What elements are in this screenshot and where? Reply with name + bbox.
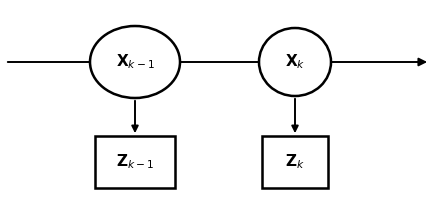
Text: $\mathbf{Z}_{k-1}$: $\mathbf{Z}_{k-1}$ — [116, 153, 154, 171]
Text: $\mathbf{X}_{k-1}$: $\mathbf{X}_{k-1}$ — [115, 53, 155, 71]
Ellipse shape — [90, 26, 180, 98]
FancyBboxPatch shape — [95, 136, 175, 188]
Text: $\mathbf{Z}_{k}$: $\mathbf{Z}_{k}$ — [285, 153, 305, 171]
Text: $\mathbf{X}_{k}$: $\mathbf{X}_{k}$ — [285, 53, 305, 71]
Ellipse shape — [259, 28, 331, 96]
FancyBboxPatch shape — [262, 136, 328, 188]
